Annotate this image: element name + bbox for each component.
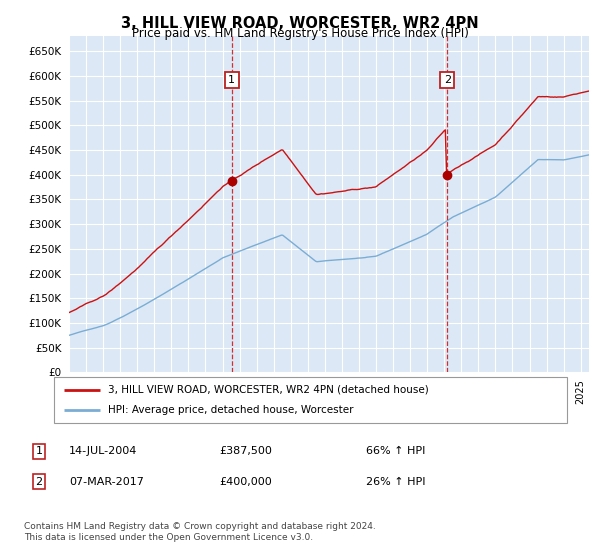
Text: 07-MAR-2017: 07-MAR-2017 (69, 477, 144, 487)
Text: 66% ↑ HPI: 66% ↑ HPI (366, 446, 425, 456)
Text: 3, HILL VIEW ROAD, WORCESTER, WR2 4PN: 3, HILL VIEW ROAD, WORCESTER, WR2 4PN (121, 16, 479, 31)
Text: HPI: Average price, detached house, Worcester: HPI: Average price, detached house, Worc… (108, 405, 353, 415)
FancyBboxPatch shape (54, 377, 567, 423)
Text: 2: 2 (35, 477, 43, 487)
Text: 1: 1 (228, 75, 235, 85)
Text: 3, HILL VIEW ROAD, WORCESTER, WR2 4PN (detached house): 3, HILL VIEW ROAD, WORCESTER, WR2 4PN (d… (108, 385, 428, 395)
Text: 26% ↑ HPI: 26% ↑ HPI (366, 477, 425, 487)
Text: 1: 1 (35, 446, 43, 456)
Text: Contains HM Land Registry data © Crown copyright and database right 2024.: Contains HM Land Registry data © Crown c… (24, 522, 376, 531)
Text: £387,500: £387,500 (219, 446, 272, 456)
Text: £400,000: £400,000 (219, 477, 272, 487)
Text: 2: 2 (444, 75, 451, 85)
Text: Price paid vs. HM Land Registry's House Price Index (HPI): Price paid vs. HM Land Registry's House … (131, 27, 469, 40)
Text: This data is licensed under the Open Government Licence v3.0.: This data is licensed under the Open Gov… (24, 533, 313, 542)
Text: 14-JUL-2004: 14-JUL-2004 (69, 446, 137, 456)
